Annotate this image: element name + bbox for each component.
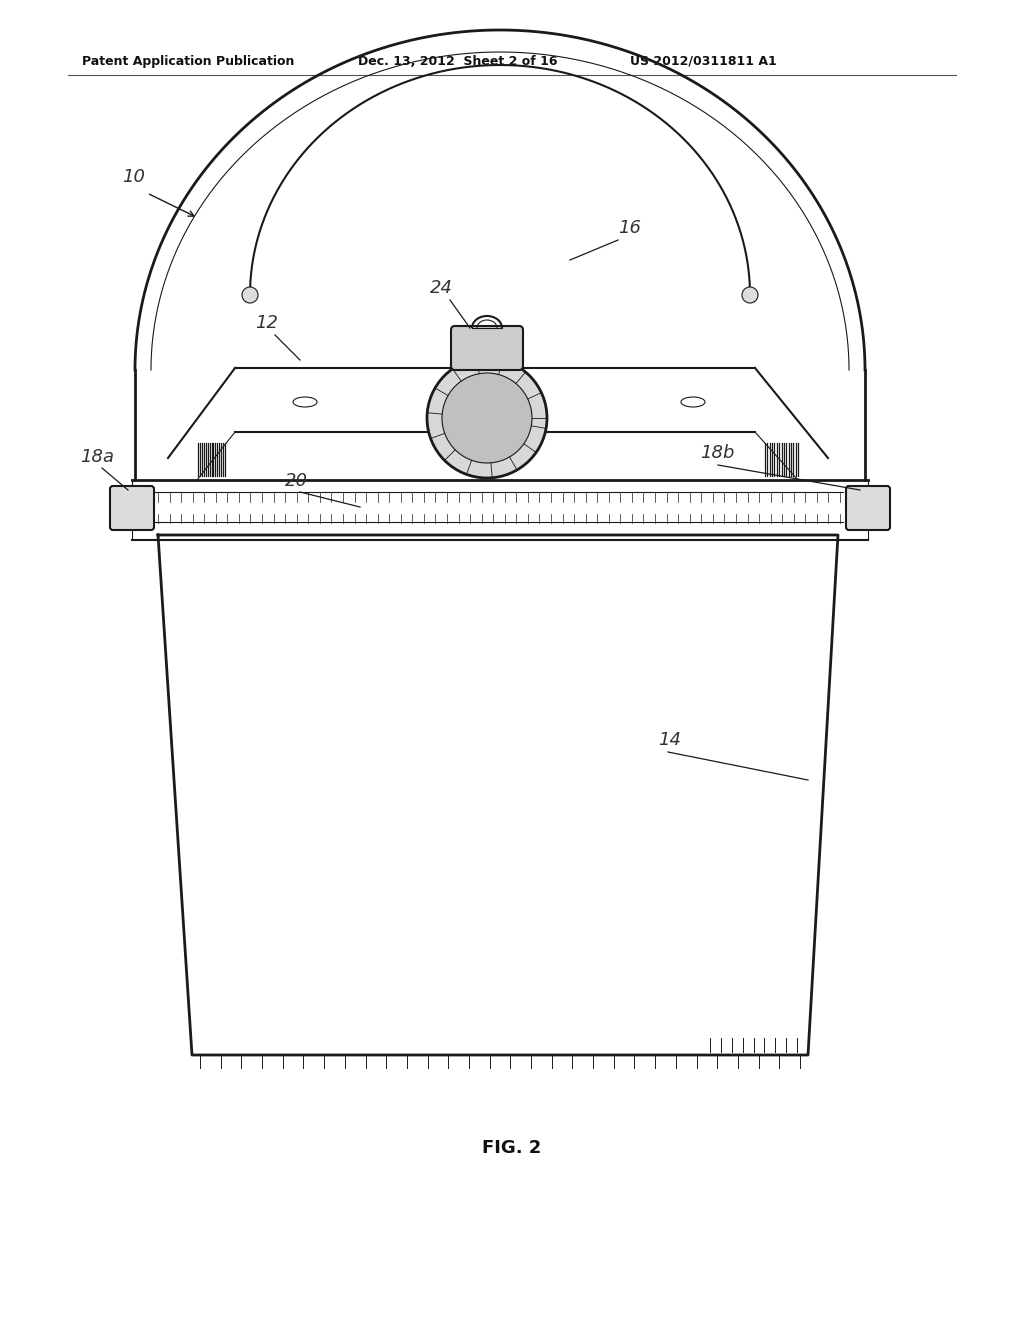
FancyBboxPatch shape (110, 486, 154, 531)
Circle shape (427, 358, 547, 478)
Circle shape (742, 286, 758, 304)
Text: 24: 24 (430, 279, 453, 297)
Text: 16: 16 (618, 219, 641, 238)
Text: Patent Application Publication: Patent Application Publication (82, 55, 294, 69)
Text: US 2012/0311811 A1: US 2012/0311811 A1 (630, 55, 777, 69)
Text: 12: 12 (255, 314, 278, 333)
Text: 14: 14 (658, 731, 681, 748)
FancyBboxPatch shape (846, 486, 890, 531)
Text: Dec. 13, 2012  Sheet 2 of 16: Dec. 13, 2012 Sheet 2 of 16 (358, 55, 557, 69)
Text: 18b: 18b (700, 444, 734, 462)
Text: 18a: 18a (80, 447, 114, 466)
Text: 10: 10 (122, 168, 145, 186)
Circle shape (242, 286, 258, 304)
FancyBboxPatch shape (451, 326, 523, 370)
Text: 20: 20 (285, 473, 308, 490)
Text: FIG. 2: FIG. 2 (482, 1139, 542, 1158)
Circle shape (442, 374, 532, 463)
